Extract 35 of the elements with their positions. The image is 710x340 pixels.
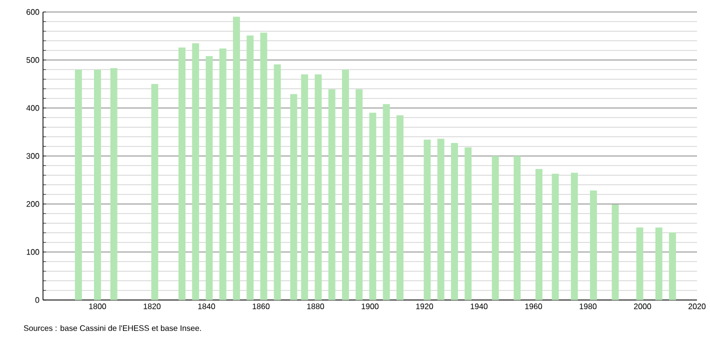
bar xyxy=(206,56,213,300)
bar xyxy=(246,36,254,300)
bar xyxy=(274,64,281,300)
bar xyxy=(232,16,240,300)
bar xyxy=(655,228,662,300)
bar xyxy=(94,70,101,300)
bar xyxy=(464,147,472,300)
bar xyxy=(570,172,578,300)
bar xyxy=(424,140,431,300)
bar xyxy=(369,112,376,300)
bar xyxy=(178,48,186,300)
bar xyxy=(110,68,118,300)
bar xyxy=(314,74,322,300)
bar xyxy=(492,156,499,300)
bar xyxy=(356,89,363,300)
bar xyxy=(668,232,676,300)
bar xyxy=(396,115,404,300)
bar xyxy=(342,70,349,300)
bar xyxy=(535,168,542,300)
bar xyxy=(219,48,226,300)
bar xyxy=(382,104,390,300)
bar xyxy=(192,43,200,300)
bar xyxy=(151,84,158,300)
bar xyxy=(437,138,444,300)
bar xyxy=(612,204,619,300)
bar xyxy=(450,143,458,300)
bar xyxy=(260,32,268,300)
bar xyxy=(590,190,597,300)
bar xyxy=(328,89,336,300)
bar xyxy=(514,156,521,300)
bar xyxy=(636,228,644,300)
bar xyxy=(552,174,559,300)
bar xyxy=(74,70,82,300)
bar xyxy=(290,94,298,300)
bar xyxy=(301,74,308,300)
